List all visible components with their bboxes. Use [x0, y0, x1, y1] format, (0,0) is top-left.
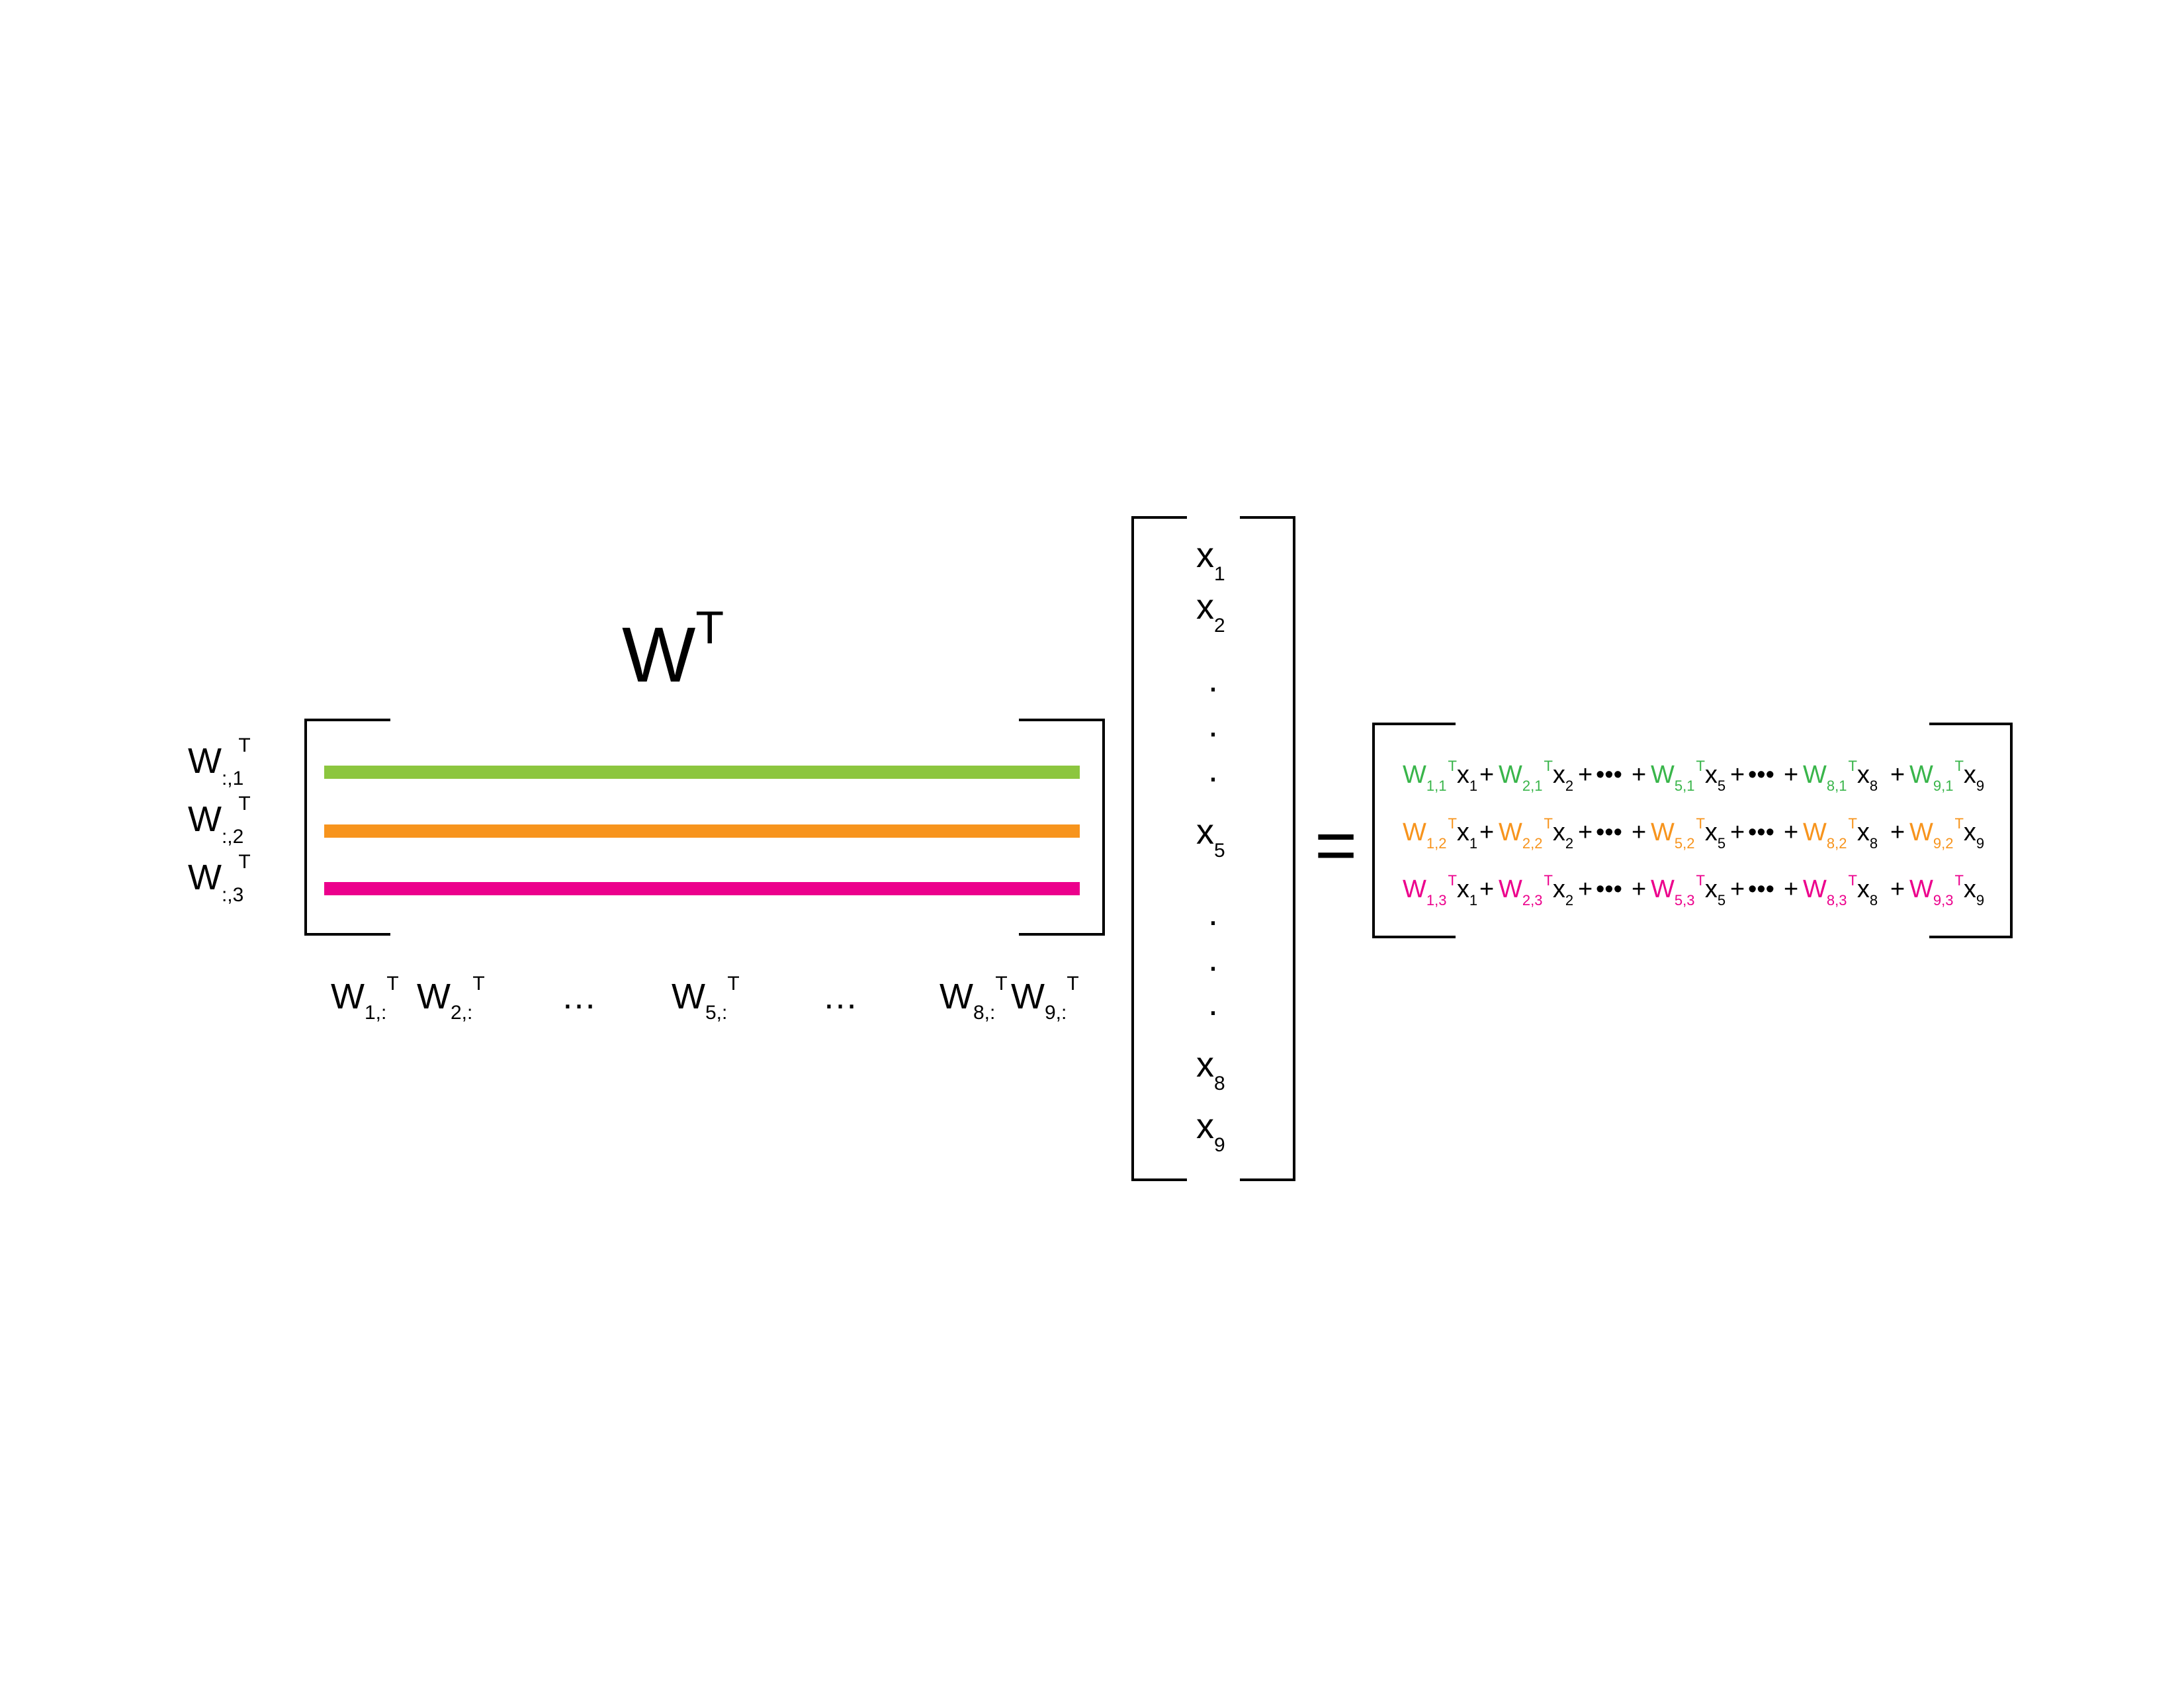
- result-term: W8,1Tx8: [1803, 758, 1878, 794]
- result-row-2: W1,2Tx1 W2,2Tx2 W5,2Tx5 W8,2Tx8 W9,2Tx9+ + •••…: [1403, 815, 1984, 852]
- result-term: W2,2Tx2: [1499, 815, 1573, 852]
- result-operator: +: [1730, 761, 1745, 789]
- result-row-3: W1,3Tx1 W2,3Tx2 W5,3Tx5 W8,3Tx8 W9,3Tx9+ + •••…: [1403, 872, 1984, 909]
- row-label-3: W:,3T: [188, 851, 251, 906]
- result-operator: +: [1784, 819, 1798, 846]
- result-operator: +: [1784, 761, 1798, 789]
- result-operator: +: [1632, 819, 1646, 846]
- result-operator: +: [1730, 819, 1745, 846]
- vector-left-bracket: [1131, 516, 1187, 1181]
- col-ellipsis-1: …: [561, 977, 597, 1016]
- result-operator: •••: [1596, 761, 1622, 789]
- result-row-1: W1,1Tx1 W2,1Tx2 W5,1Tx5 W8,1Tx8 W9,1Tx9+ + •••…: [1403, 758, 1984, 794]
- result-operator: +: [1890, 761, 1905, 789]
- result-term: W1,2Tx1: [1403, 815, 1477, 852]
- col-label-8: W8,:T: [939, 973, 1008, 1024]
- result-right-bracket: [1929, 723, 2013, 938]
- result-term: W9,1Tx9: [1909, 758, 1984, 794]
- result-operator: •••: [1748, 761, 1774, 789]
- result-rows: W1,1Tx1 W2,1Tx2 W5,1Tx5 W8,1Tx8 W9,1Tx9+ + •••…: [1403, 758, 1984, 909]
- row-label-2: W:,2T: [188, 793, 251, 848]
- result-term: W5,1Tx5: [1651, 758, 1725, 794]
- result-operator: •••: [1596, 875, 1622, 903]
- vector-dot: .: [1208, 705, 1218, 744]
- result-term: W1,3Tx1: [1403, 872, 1477, 909]
- vector-entry-x5: x5: [1196, 812, 1225, 862]
- vector-dot: .: [1208, 750, 1218, 789]
- matrix-title: WT: [622, 601, 724, 699]
- result-operator: +: [1632, 875, 1646, 903]
- col-ellipsis-2: …: [822, 977, 858, 1016]
- result-term: W2,3Tx2: [1499, 872, 1573, 909]
- vector-entry-x1: x1: [1196, 535, 1225, 585]
- result-term: W5,2Tx5: [1651, 815, 1725, 852]
- vector-dot: .: [1208, 660, 1218, 699]
- result-operator: +: [1784, 875, 1798, 903]
- result-operator: +: [1578, 819, 1593, 846]
- result-term: W9,3Tx9: [1909, 872, 1984, 909]
- equals-sign: =: [1315, 805, 1357, 886]
- col-label-2: W2,:T: [417, 973, 485, 1024]
- result-operator: +: [1479, 761, 1494, 789]
- result-term: W8,2Tx8: [1803, 815, 1878, 852]
- result-operator: +: [1479, 819, 1494, 846]
- result-operator: •••: [1748, 875, 1774, 903]
- result-operator: +: [1578, 875, 1593, 903]
- result-operator: +: [1890, 819, 1905, 846]
- vector-right-bracket: [1240, 516, 1295, 1181]
- result-operator: +: [1479, 875, 1494, 903]
- result-left-bracket: [1372, 723, 1456, 938]
- result-term: W8,3Tx8: [1803, 872, 1878, 909]
- result-term: W2,1Tx2: [1499, 758, 1573, 794]
- vector-dot: .: [1208, 983, 1218, 1023]
- result-operator: +: [1730, 875, 1745, 903]
- col-label-9: W9,:T: [1011, 973, 1079, 1024]
- vector-entry-x9: x9: [1196, 1106, 1225, 1156]
- result-operator: +: [1632, 761, 1646, 789]
- vector-dot: .: [1208, 893, 1218, 933]
- result-operator: •••: [1596, 819, 1622, 846]
- result-term: W1,1Tx1: [1403, 758, 1477, 794]
- result-term: W9,2Tx9: [1909, 815, 1984, 852]
- matrix-right-bracket: [1019, 719, 1105, 936]
- vector-entry-x8: x8: [1196, 1045, 1225, 1094]
- matrix-left-bracket: [304, 719, 390, 936]
- col-label-1: W1,:T: [331, 973, 399, 1024]
- result-operator: +: [1890, 875, 1905, 903]
- row-label-1: W:,1T: [188, 734, 251, 789]
- vector-entry-x2: x2: [1196, 587, 1225, 637]
- result-operator: +: [1578, 761, 1593, 789]
- result-term: W5,3Tx5: [1651, 872, 1725, 909]
- result-operator: •••: [1748, 819, 1774, 846]
- vector-dot: .: [1208, 939, 1218, 979]
- col-label-5: W5,:T: [672, 973, 740, 1024]
